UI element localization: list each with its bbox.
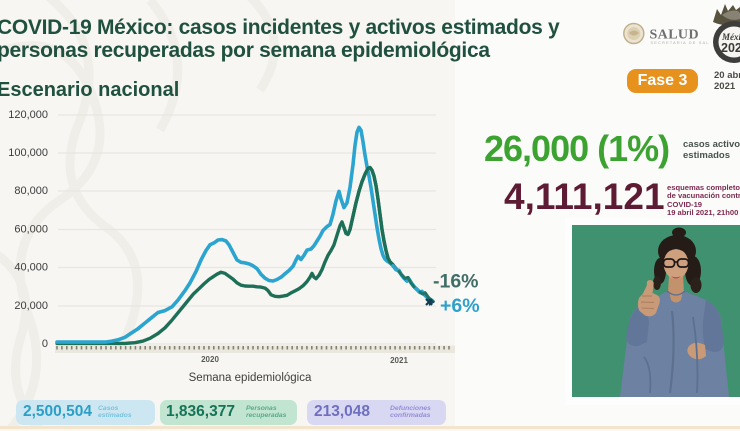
svg-text:Méxic: Méxic	[721, 32, 740, 42]
svg-text:80,000: 80,000	[14, 185, 48, 197]
svg-text:20,000: 20,000	[14, 300, 48, 312]
svg-text:0: 0	[42, 338, 48, 350]
svg-text:2021: 2021	[721, 41, 740, 55]
svg-text:40,000: 40,000	[14, 262, 48, 274]
svg-text:120,000: 120,000	[8, 109, 48, 121]
svg-text:SECRETARIA DE SALUD: SECRETARIA DE SALUD	[651, 40, 711, 45]
svg-text:Semana epidemiológica: Semana epidemiológica	[189, 372, 312, 384]
svg-text:60,000: 60,000	[14, 224, 48, 236]
svg-text:+6%: +6%	[440, 295, 480, 317]
svg-text:2020: 2020	[201, 355, 219, 364]
svg-text:100,000: 100,000	[8, 147, 48, 159]
svg-text:-16%: -16%	[433, 271, 479, 293]
svg-text:SALUD: SALUD	[650, 28, 699, 43]
svg-text:2021: 2021	[390, 356, 408, 365]
